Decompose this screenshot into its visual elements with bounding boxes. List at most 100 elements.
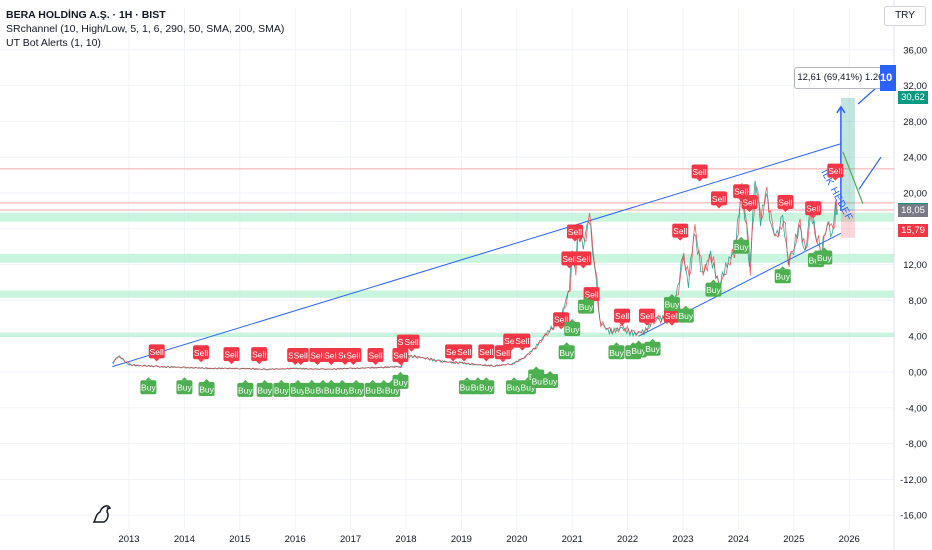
signal-pointer-icon [353,379,360,383]
sell-signal-label: Sell [615,311,629,321]
buy-signal [176,380,193,395]
buy-signal-label: Buy [335,385,350,395]
sell-signal-label: Sell [778,197,792,207]
y-tick-label: 28,00 [903,117,927,128]
buy-signal-label: Buy [507,383,522,393]
sell-signal [514,333,531,348]
buy-signal-label: Buy [543,376,558,386]
symbol-title[interactable]: BERA HOLDİNG A.Ş. · 1H · BIST [6,9,166,21]
buy-signal [677,308,694,323]
x-tick-label: 2024 [728,534,749,545]
x-tick-label: 2020 [506,534,527,545]
sell-signal [494,345,511,360]
buy-signal-label: Buy [365,385,380,395]
sell-signal [323,347,340,362]
signal-pointer-icon [558,326,565,330]
buy-signal-label: Buy [257,385,272,395]
sell-signal-label: Sell [734,187,748,197]
buy-signal [348,382,365,397]
signal-pointer-icon [181,377,188,381]
currency-button[interactable]: TRY [884,6,926,26]
sell-signal-label: Sell [584,290,598,300]
sell-signal-label: Sell [224,350,238,360]
signal-pointer-icon [339,379,346,383]
signal-pointer-icon [583,296,590,300]
sell-signal-label: Sell [446,347,460,357]
x-tick-label: 2017 [340,534,361,545]
y-tick-label: -16,00 [900,511,927,522]
signal-pointer-icon [314,361,321,365]
signal-pointer-icon [256,361,263,365]
x-tick-label: 2022 [617,534,638,545]
sell-signal-label: Sell [640,311,654,321]
buy-signal [506,380,523,395]
sell-signal-label: Sell [194,348,208,358]
y-tick-label: 12,00 [903,260,927,271]
sell-signal-label: Sell [310,350,324,360]
signal-pointer-icon [569,319,576,323]
signal-pointer-icon [519,347,526,351]
buy-signal [334,382,351,397]
trend-line [112,143,842,368]
sell-signal [193,345,210,360]
sr-zone [0,290,894,298]
buy-signal-label: Buy [665,299,680,309]
signal-pointer-icon [563,342,570,346]
y-tick-label: 32,00 [903,81,927,92]
sell-signal [478,344,495,359]
buy-signal-label: Buy [645,344,660,354]
signal-pointer-icon [535,370,542,374]
signal-pointer-icon [635,340,642,344]
buy-signal-label: Buy [631,346,646,356]
sell-signal-label: Sell [712,194,726,204]
signal-pointer-icon [228,361,235,365]
signal-pointer-icon [668,322,675,326]
sell-signal-label: Sell [393,350,407,360]
sell-signal-label: Sell [404,337,418,347]
signal-pointer-icon [401,348,408,352]
signal-pointer-icon [292,361,299,365]
buy-signal-label: Buy [565,325,580,335]
signal-pointer-icon [619,322,626,326]
buy-signal-label: Buy [393,377,408,387]
signal-pointer-icon [408,348,415,352]
target-line [842,151,864,204]
sell-signal [148,344,165,359]
sell-signal [292,347,309,362]
buy-signal [630,343,647,358]
sell-signal-label: Sell [515,336,529,346]
sell-signal [566,224,583,239]
signal-pointer-icon [278,379,285,383]
x-tick-label: 2014 [174,534,195,545]
sell-signal [741,194,758,209]
indicator-srchannel[interactable]: SRchannel (10, High/Low, 5, 1, 6, 290, 5… [6,23,285,35]
buy-signal-label: Buy [238,385,253,395]
buy-signal-label: Buy [559,348,574,358]
buy-signal-label: Buy [609,348,624,358]
sell-signal-label: Sell [346,350,360,360]
buy-signal [289,382,306,397]
buy-signal [816,250,833,265]
signal-pointer-icon [450,358,457,362]
signal-pointer-icon [203,379,210,383]
signal-pointer-icon [372,361,379,365]
sell-signal-label: Sell [673,226,687,236]
tradingview-logo-icon[interactable] [90,500,116,526]
buy-signal-label: Buy [734,242,749,252]
signal-pointer-icon [832,177,839,181]
indicator-ut-bot[interactable]: UT Bot Alerts (1, 10) [6,37,101,49]
sell-signal [827,163,844,178]
buy-signal [198,382,215,397]
buy-signal-label: Buy [304,385,319,395]
buy-signal [578,299,595,314]
sell-signal-label: Sell [338,350,352,360]
y-tick-label: 8,00 [909,296,928,307]
sr-zone [0,212,894,222]
sell-signal-label: Sell [294,350,308,360]
signal-pointer-icon [145,377,152,381]
sell-signal [691,164,708,179]
y-tick-label: -12,00 [900,475,927,486]
signal-pointer-icon [350,361,357,365]
signal-pointer-icon [297,361,304,365]
